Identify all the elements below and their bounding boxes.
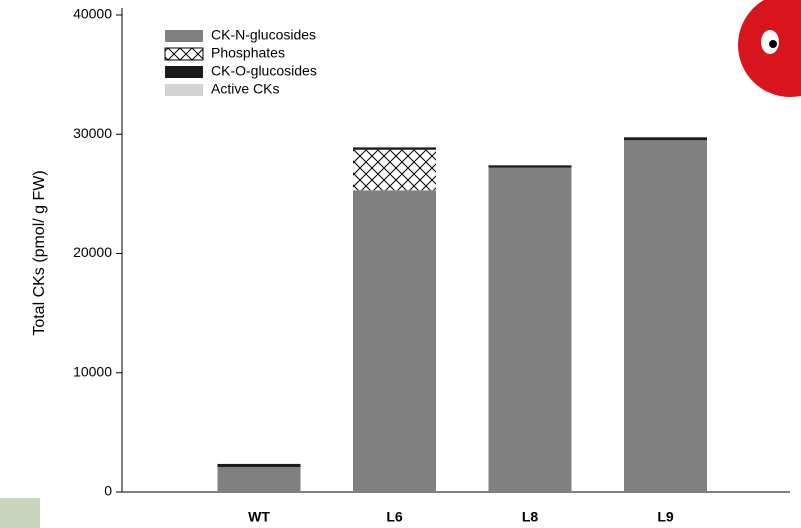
legend-label: CK-O-glucosides	[211, 63, 317, 79]
bar-segment	[353, 190, 436, 492]
bar-segment	[353, 150, 436, 191]
legend-swatch	[165, 84, 203, 96]
plant-photo	[0, 498, 40, 528]
x-tick-label: L9	[657, 509, 674, 525]
legend-label: Phosphates	[211, 45, 285, 61]
y-tick-label: 20000	[73, 244, 112, 260]
bar-segment	[218, 464, 301, 467]
y-tick-label: 30000	[73, 125, 112, 141]
chart: Total CKs (pmol/ g FW) 0 10000 20000 30000 4…	[0, 0, 801, 528]
bar-segment	[353, 147, 436, 149]
y-tick-label: 40000	[73, 6, 112, 22]
bar-segment	[624, 140, 707, 492]
x-tick-label: WT	[248, 509, 270, 525]
y-tick-label: 10000	[73, 363, 112, 379]
x-tick-label: L8	[522, 509, 539, 525]
bar-segment	[624, 137, 707, 140]
y-tick-label: 0	[104, 483, 112, 499]
bar-segment	[489, 168, 572, 492]
legend-swatch	[165, 48, 203, 60]
bar-segment	[218, 467, 301, 492]
x-tick-label: L6	[386, 509, 403, 525]
y-axis-label: Total CKs (pmol/ g FW)	[31, 170, 48, 335]
bar-segment	[489, 165, 572, 167]
legend-swatch	[165, 66, 203, 78]
legend-swatch	[165, 30, 203, 42]
legend-label: Active CKs	[211, 81, 279, 97]
smiley-pupil	[769, 40, 777, 48]
legend-label: CK-N-glucosides	[211, 27, 316, 43]
